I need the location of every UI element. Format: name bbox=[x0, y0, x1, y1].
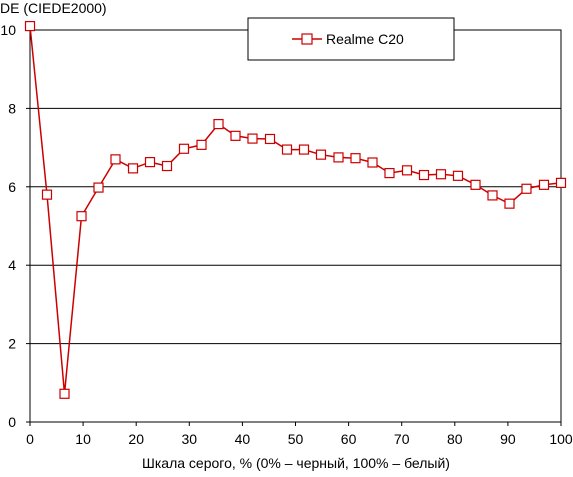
data-point bbox=[315, 149, 327, 160]
y-tick-label: 4 bbox=[8, 257, 16, 273]
data-point bbox=[452, 170, 464, 181]
data-point bbox=[59, 388, 70, 399]
y-tick-label: 2 bbox=[8, 336, 16, 352]
data-point bbox=[487, 190, 498, 201]
data-point bbox=[521, 183, 532, 194]
x-tick-label: 100 bbox=[549, 431, 573, 447]
legend-label: Realme C20 bbox=[326, 31, 404, 47]
series-layer bbox=[24, 20, 567, 399]
data-point bbox=[144, 157, 156, 168]
x-axis-title: Шкала серого, % (0% – черный, 100% – бел… bbox=[142, 455, 450, 471]
data-point bbox=[41, 189, 53, 200]
x-tick-label: 30 bbox=[182, 431, 198, 447]
x-tick-label: 80 bbox=[447, 431, 463, 447]
data-point bbox=[555, 177, 567, 188]
data-point bbox=[264, 133, 276, 145]
data-point bbox=[230, 130, 241, 141]
data-point bbox=[367, 157, 378, 168]
data-point bbox=[418, 169, 430, 181]
data-point bbox=[538, 179, 550, 190]
x-tick-label: 20 bbox=[128, 431, 144, 447]
data-point bbox=[435, 169, 447, 180]
data-point bbox=[110, 154, 121, 165]
data-point bbox=[178, 143, 190, 154]
y-tick-label: 6 bbox=[8, 179, 16, 195]
data-point bbox=[281, 144, 293, 155]
data-point bbox=[127, 163, 139, 174]
data-point bbox=[247, 133, 258, 144]
y-tick-label: 0 bbox=[8, 414, 16, 430]
x-tick-label: 60 bbox=[341, 431, 357, 447]
data-point bbox=[213, 118, 224, 130]
gridlines bbox=[30, 107, 561, 345]
data-point bbox=[470, 179, 481, 190]
x-tick-label: 0 bbox=[26, 431, 34, 447]
x-tick-label: 40 bbox=[235, 431, 251, 447]
data-point bbox=[93, 182, 104, 193]
x-tick-label: 70 bbox=[394, 431, 410, 447]
data-point bbox=[161, 160, 173, 172]
data-point bbox=[196, 139, 207, 150]
y-tick-label: 8 bbox=[8, 100, 16, 116]
data-point bbox=[333, 152, 344, 163]
legend-marker-icon bbox=[301, 33, 313, 45]
x-tick-label: 90 bbox=[500, 431, 516, 447]
legend: Realme C20 bbox=[247, 17, 455, 61]
data-point bbox=[401, 165, 413, 176]
data-point bbox=[504, 198, 515, 209]
data-point bbox=[298, 144, 310, 155]
x-tick-label: 50 bbox=[288, 431, 304, 447]
data-point bbox=[350, 153, 361, 164]
data-point bbox=[76, 211, 87, 222]
data-point bbox=[24, 20, 36, 32]
y-axis-title: DE (CIEDE2000) bbox=[0, 0, 107, 16]
data-point bbox=[384, 167, 395, 179]
x-tick-label: 10 bbox=[75, 431, 91, 447]
legend-box bbox=[247, 17, 455, 61]
y-tick-label: 10 bbox=[0, 22, 16, 38]
